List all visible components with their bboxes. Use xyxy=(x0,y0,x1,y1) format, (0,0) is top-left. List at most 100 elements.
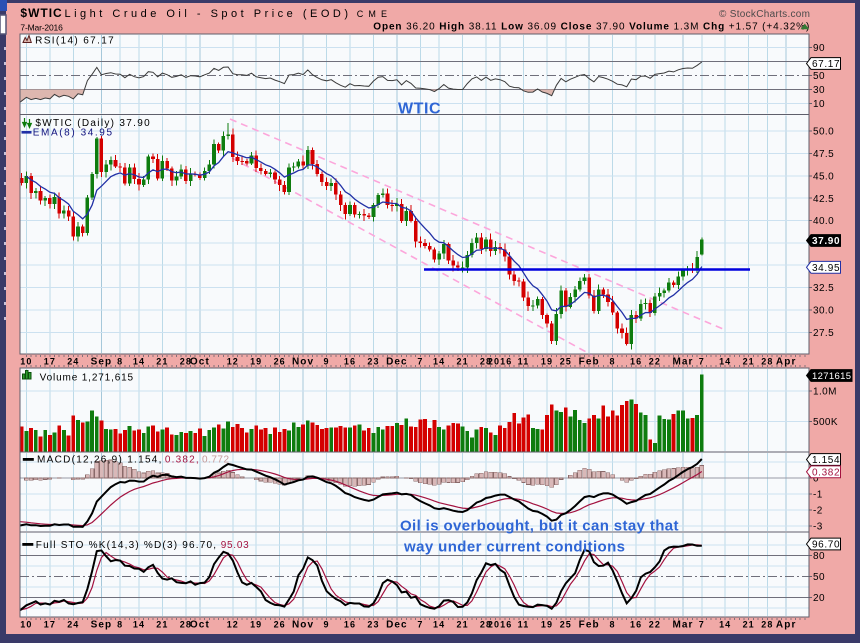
svg-text:26: 26 xyxy=(274,620,286,630)
svg-text:Nov: Nov xyxy=(292,620,314,631)
svg-text:Mar: Mar xyxy=(672,620,693,631)
svg-text:16: 16 xyxy=(630,357,642,367)
svg-text:28: 28 xyxy=(480,357,492,367)
svg-text:37.90: 37.90 xyxy=(812,236,840,247)
svg-text:19: 19 xyxy=(250,357,262,367)
svg-text:7-Mar-2016: 7-Mar-2016 xyxy=(20,23,63,33)
svg-text:0.772: 0.772 xyxy=(202,455,229,466)
svg-text:27.5: 27.5 xyxy=(813,328,834,339)
svg-text:23: 23 xyxy=(367,620,379,630)
svg-text:32.5: 32.5 xyxy=(813,283,834,294)
svg-text:-3: -3 xyxy=(813,522,823,533)
svg-text:2016: 2016 xyxy=(488,620,512,630)
svg-text:19: 19 xyxy=(250,620,262,630)
svg-text:14: 14 xyxy=(719,620,731,630)
svg-text:24: 24 xyxy=(67,357,79,367)
svg-text:23: 23 xyxy=(367,357,379,367)
svg-text:Feb: Feb xyxy=(579,620,600,631)
svg-text:7: 7 xyxy=(417,620,423,630)
svg-text:Full STO %K(14,3) %D(3) 96.70,: Full STO %K(14,3) %D(3) 96.70, xyxy=(36,540,216,551)
svg-text:90: 90 xyxy=(813,43,825,54)
svg-text:Dec: Dec xyxy=(386,357,408,368)
svg-text:95.03: 95.03 xyxy=(221,540,249,551)
svg-text:80: 80 xyxy=(813,551,825,562)
svg-text:11: 11 xyxy=(518,357,530,367)
svg-text:25: 25 xyxy=(560,357,572,367)
svg-text:14: 14 xyxy=(433,620,445,630)
svg-text:Feb: Feb xyxy=(579,357,600,368)
svg-text:67.17: 67.17 xyxy=(812,59,840,70)
svg-text:8: 8 xyxy=(610,620,616,630)
svg-text:Oct: Oct xyxy=(190,620,210,631)
svg-text:0.382: 0.382 xyxy=(812,468,840,479)
svg-text:Oct: Oct xyxy=(190,357,210,368)
svg-text:28: 28 xyxy=(180,357,192,367)
svg-text:28: 28 xyxy=(180,620,192,630)
svg-text:500K: 500K xyxy=(813,417,838,428)
svg-text:14: 14 xyxy=(433,357,445,367)
svg-text:22: 22 xyxy=(649,620,661,630)
svg-text:17: 17 xyxy=(44,357,56,367)
svg-text:42.5: 42.5 xyxy=(813,194,834,205)
svg-text:24: 24 xyxy=(67,620,79,630)
svg-text:16: 16 xyxy=(344,620,356,630)
svg-text:10: 10 xyxy=(813,99,825,110)
svg-text:Apr: Apr xyxy=(776,620,797,631)
svg-text:28: 28 xyxy=(480,620,492,630)
svg-text:50: 50 xyxy=(813,572,825,583)
svg-text:17: 17 xyxy=(44,620,56,630)
svg-text:12: 12 xyxy=(227,620,239,630)
svg-text:1271615: 1271615 xyxy=(812,371,851,382)
svg-text:Sep: Sep xyxy=(91,620,113,631)
svg-text:21: 21 xyxy=(456,357,468,367)
svg-text:$WTIC (Daily) 37.90: $WTIC (Daily) 37.90 xyxy=(35,118,150,129)
svg-text:96.70: 96.70 xyxy=(812,540,840,551)
svg-text:11: 11 xyxy=(518,620,530,630)
svg-text:21: 21 xyxy=(156,357,168,367)
svg-text:7: 7 xyxy=(699,620,705,630)
svg-text:9: 9 xyxy=(324,620,330,630)
svg-text:EMA(8) 34.95: EMA(8) 34.95 xyxy=(33,128,113,139)
svg-text:9: 9 xyxy=(324,357,330,367)
svg-text:8: 8 xyxy=(117,620,123,630)
svg-text:19: 19 xyxy=(541,357,553,367)
svg-text:-2: -2 xyxy=(813,506,823,517)
svg-text:14: 14 xyxy=(133,357,145,367)
svg-text:Open 36.20 High 38.11 Low 36.0: Open 36.20 High 38.11 Low 36.09 Close 37… xyxy=(373,22,810,33)
svg-text:1.0M: 1.0M xyxy=(813,387,837,398)
svg-text:21: 21 xyxy=(743,357,755,367)
svg-text:CME: CME xyxy=(357,9,387,19)
svg-text:21: 21 xyxy=(456,620,468,630)
svg-text:8: 8 xyxy=(610,357,616,367)
svg-text:Apr: Apr xyxy=(776,357,797,368)
svg-text:28: 28 xyxy=(761,357,773,367)
svg-text:MACD(12,26,9) 1.154,: MACD(12,26,9) 1.154, xyxy=(37,455,161,466)
svg-text:14: 14 xyxy=(133,620,145,630)
svg-text:25: 25 xyxy=(560,620,572,630)
svg-text:26: 26 xyxy=(274,357,286,367)
svg-text:10: 10 xyxy=(20,620,32,630)
svg-text:Dec: Dec xyxy=(386,620,408,631)
svg-text:30.0: 30.0 xyxy=(813,306,834,317)
svg-text:WTIC: WTIC xyxy=(398,101,441,118)
svg-text:21: 21 xyxy=(156,620,168,630)
svg-text:22: 22 xyxy=(649,357,661,367)
svg-text:Mar: Mar xyxy=(672,357,693,368)
svg-text:40.0: 40.0 xyxy=(813,216,834,227)
svg-text:45.0: 45.0 xyxy=(813,171,834,182)
svg-text:Volume 1,271,615: Volume 1,271,615 xyxy=(40,373,134,384)
svg-text:14: 14 xyxy=(719,357,731,367)
svg-text:47.5: 47.5 xyxy=(813,149,834,160)
svg-text:34.95: 34.95 xyxy=(812,263,840,274)
svg-text:© StockCharts.com: © StockCharts.com xyxy=(719,9,810,20)
svg-text:Sep: Sep xyxy=(91,357,113,368)
svg-text:50.0: 50.0 xyxy=(813,127,834,138)
svg-text:21: 21 xyxy=(743,620,755,630)
svg-text:7: 7 xyxy=(699,357,705,367)
svg-text:16: 16 xyxy=(344,357,356,367)
svg-text:Light Crude Oil - Spot Price (: Light Crude Oil - Spot Price (EOD) xyxy=(65,8,349,20)
svg-text:30: 30 xyxy=(813,85,825,96)
svg-text:19: 19 xyxy=(541,620,553,630)
svg-text:way under current conditions: way under current conditions xyxy=(403,539,625,556)
svg-text:RSI(14) 67.17: RSI(14) 67.17 xyxy=(35,36,114,47)
